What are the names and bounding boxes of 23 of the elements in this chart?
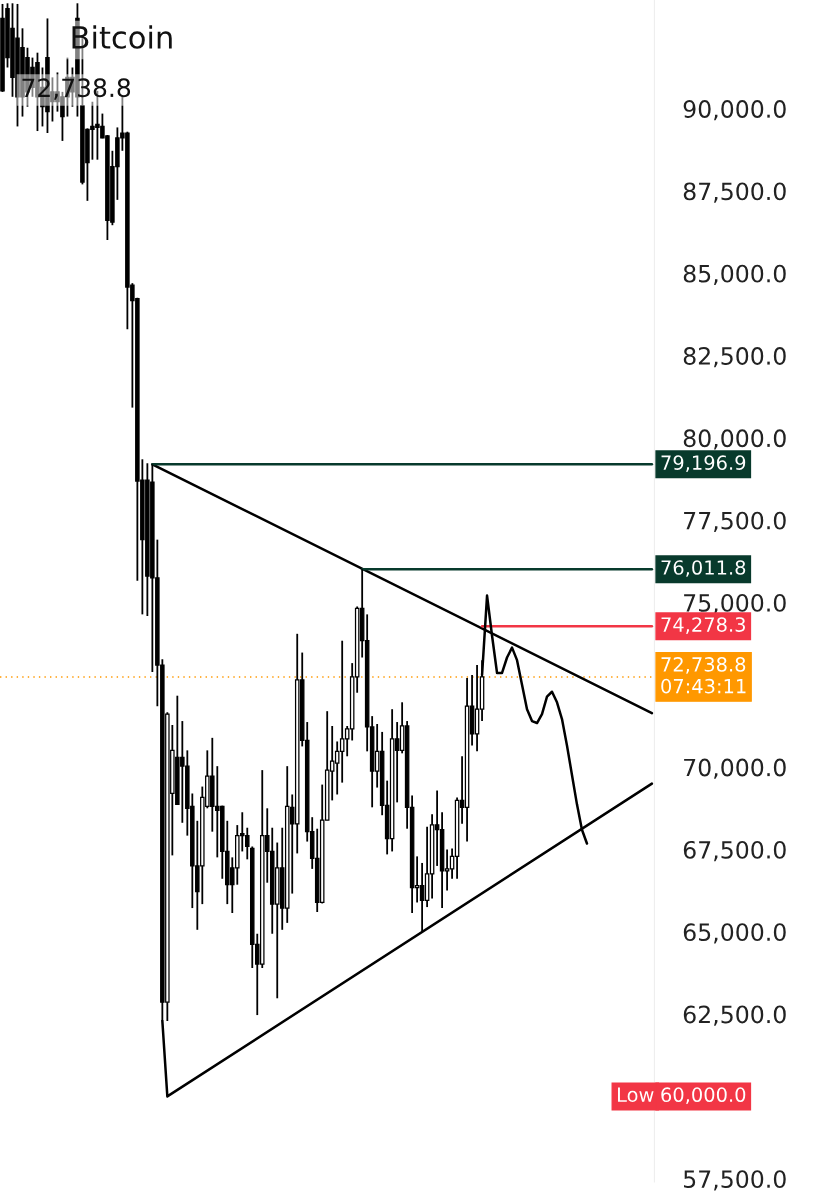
y-tick-label: 75,000.0 — [684, 593, 786, 615]
y-tick-label: 65,000.0 — [683, 923, 786, 944]
ref-line-label: 72,738.8 07:43:11 — [661, 657, 746, 694]
candlestick — [419, 862, 425, 933]
text: 60,000.0 — [661, 1087, 746, 1105]
y-tick-label: 67,500.0 — [683, 840, 786, 862]
y-tick-label: 77,500.0 — [684, 511, 786, 532]
y-tick-label: 90,000.0 — [683, 100, 786, 121]
annotation: 72,738.8 — [22, 78, 131, 100]
y-tick-label: 85,000.0 — [683, 264, 786, 285]
data-label: 79,196.9 — [661, 455, 746, 472]
y-tick-label: 80,000.0 — [683, 429, 786, 450]
candlestick — [334, 740, 340, 796]
y-tick-label: 87,500.0 — [683, 182, 786, 203]
candlestick — [339, 639, 345, 784]
y-tick-label: 57,500.0 — [684, 1170, 786, 1191]
data-label: 76,011.8 — [661, 560, 746, 577]
y-tick-label: 62,500.0 — [683, 1005, 786, 1026]
data-label: 74,278.3 — [661, 617, 745, 634]
y-tick-label: 82,500.0 — [683, 347, 786, 368]
text: Bitcoin — [72, 25, 172, 49]
annotation: Low — [618, 1087, 654, 1103]
y-tick-label: 70,000.0 — [684, 758, 786, 779]
